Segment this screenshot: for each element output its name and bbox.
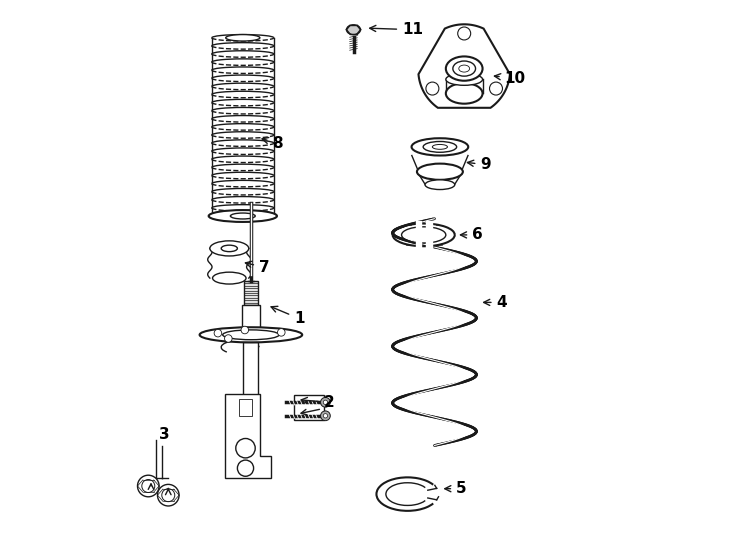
Bar xyxy=(294,395,324,420)
Text: 8: 8 xyxy=(262,136,283,151)
Bar xyxy=(239,399,252,416)
Bar xyxy=(244,342,258,397)
Ellipse shape xyxy=(432,144,448,149)
Circle shape xyxy=(161,489,175,502)
Circle shape xyxy=(142,480,155,492)
Ellipse shape xyxy=(213,272,246,284)
Ellipse shape xyxy=(446,83,482,104)
Circle shape xyxy=(158,484,179,506)
Bar xyxy=(242,305,260,335)
Circle shape xyxy=(225,335,232,342)
Ellipse shape xyxy=(453,61,476,76)
Text: 4: 4 xyxy=(484,295,507,310)
Ellipse shape xyxy=(208,210,277,222)
Circle shape xyxy=(237,460,254,476)
Circle shape xyxy=(236,438,255,458)
Circle shape xyxy=(321,411,330,421)
Ellipse shape xyxy=(200,327,302,342)
Bar xyxy=(244,281,258,305)
Ellipse shape xyxy=(446,56,482,80)
Ellipse shape xyxy=(459,65,470,72)
Ellipse shape xyxy=(425,180,455,190)
Polygon shape xyxy=(418,24,510,108)
Ellipse shape xyxy=(226,35,260,41)
Polygon shape xyxy=(225,394,271,478)
Text: 11: 11 xyxy=(370,22,423,37)
Ellipse shape xyxy=(346,25,360,35)
Circle shape xyxy=(426,82,439,95)
Ellipse shape xyxy=(221,245,237,252)
Ellipse shape xyxy=(417,164,463,180)
Circle shape xyxy=(241,326,249,334)
Ellipse shape xyxy=(424,141,457,152)
Text: 9: 9 xyxy=(468,157,491,172)
Text: 3: 3 xyxy=(159,427,170,442)
Ellipse shape xyxy=(412,138,468,156)
Text: 7: 7 xyxy=(245,260,269,275)
Text: 10: 10 xyxy=(495,71,526,86)
Ellipse shape xyxy=(446,73,482,85)
Ellipse shape xyxy=(210,241,249,256)
Circle shape xyxy=(323,400,327,404)
Circle shape xyxy=(214,329,222,337)
Circle shape xyxy=(323,414,327,418)
Text: 2: 2 xyxy=(301,395,335,410)
Circle shape xyxy=(137,475,159,497)
Circle shape xyxy=(458,27,470,40)
Circle shape xyxy=(490,82,503,95)
Text: 1: 1 xyxy=(271,306,305,326)
Text: 5: 5 xyxy=(445,481,467,496)
Circle shape xyxy=(321,397,330,407)
Text: 6: 6 xyxy=(460,227,483,242)
Circle shape xyxy=(277,328,285,336)
